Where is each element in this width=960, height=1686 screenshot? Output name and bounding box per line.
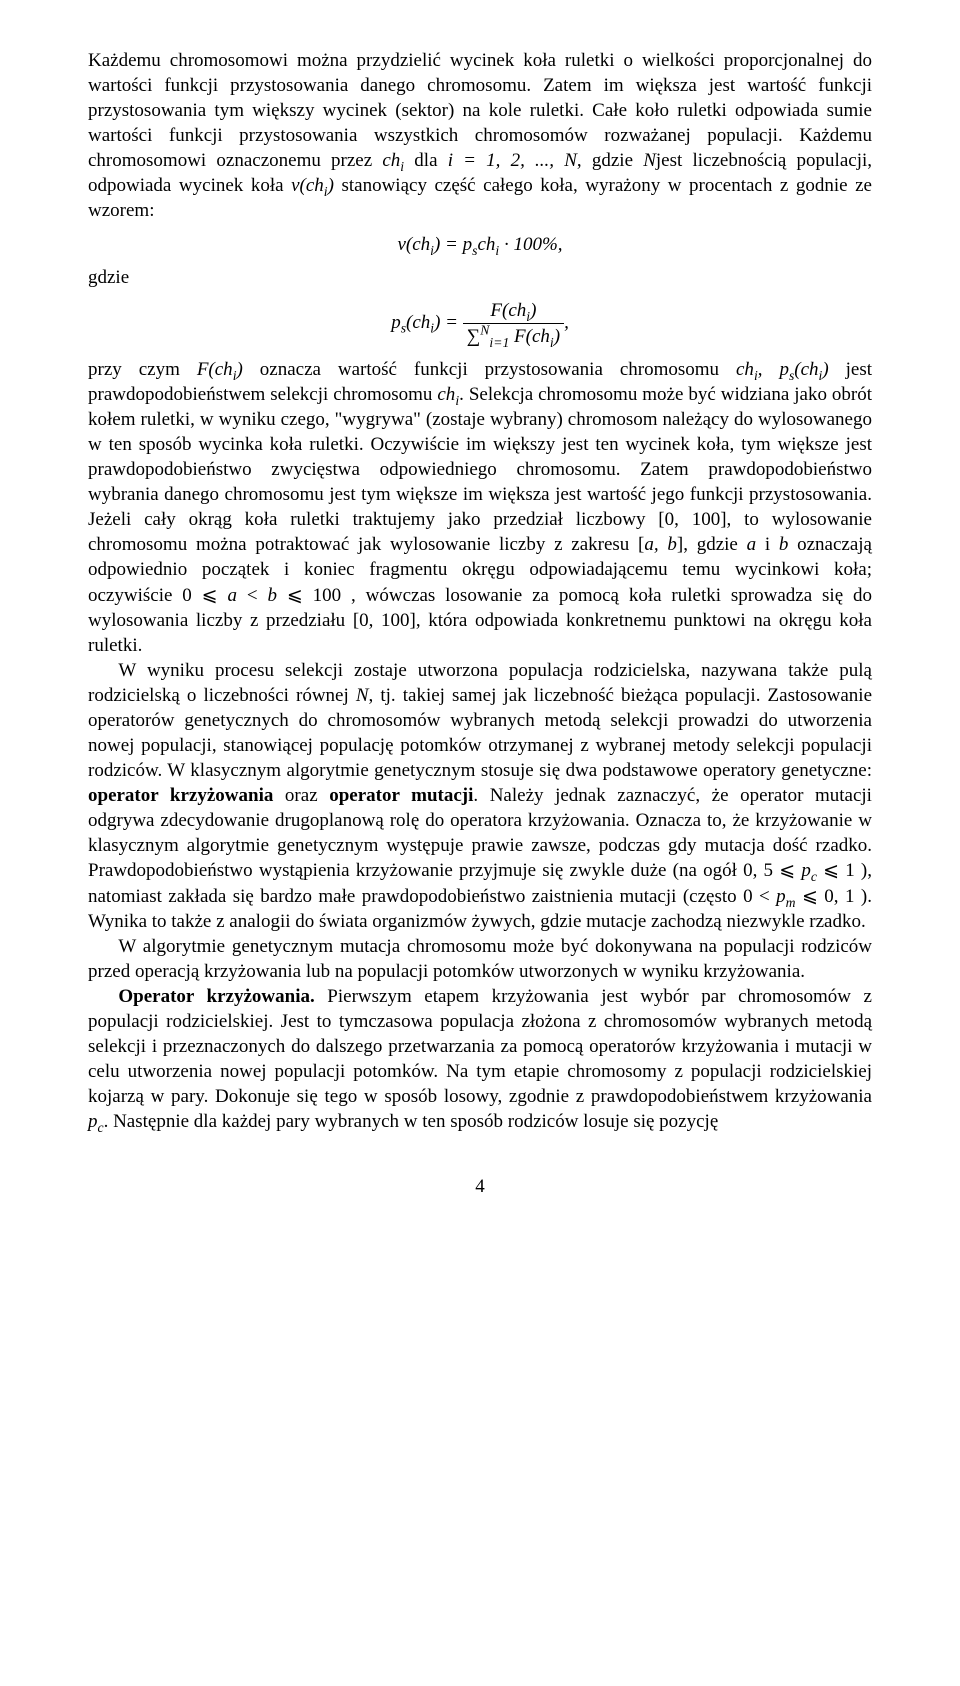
operator-krzyzowania-title: Operator krzyżowania. [118,986,314,1007]
math-a: a [747,534,757,555]
math-i-range: i = 1, 2, ..., N [448,150,577,171]
math-pm: pm [776,886,795,907]
math-b: b [267,585,277,606]
equation-2: ps(chi) = F(chi) ∑Ni=1 F(chi) , [88,298,872,349]
math-pc: pc [88,1111,104,1132]
page-number: 4 [88,1174,872,1199]
math-vchi: v(chi) [291,175,334,196]
text: , [758,359,780,380]
math-chi: chi [437,384,459,405]
page: Każdemu chromosomowi można przydzielić w… [0,0,960,1239]
text: przy czym [88,359,197,380]
gdzie-label: gdzie [88,265,872,290]
text: < [237,585,267,606]
operator-krzyzowania: operator krzyżowania [88,785,273,806]
math-chi: chi [382,150,404,171]
paragraph-5: Operator krzyżowania. Pierwszym etapem k… [88,984,872,1134]
text: oraz [273,785,329,806]
text: . Następnie dla każdej pary wybranych w … [104,1111,719,1132]
math-pc: pc [801,860,817,881]
math-a: a [227,585,237,606]
math-chi: chi [736,359,758,380]
text: oznacza wartość funkcji przystosowania c… [243,359,736,380]
math-b: b [779,534,789,555]
math-pschi: ps(chi) [779,359,828,380]
math-N: N [643,150,656,171]
text: ], gdzie [677,534,747,555]
math-N: N [356,685,369,706]
paragraph-4: W algorytmie genetycznym mutacja chromos… [88,934,872,984]
paragraph-2: przy czym F(chi) oznacza wartość funkcji… [88,357,872,658]
operator-mutacji: operator mutacji [329,785,473,806]
text: dla [404,150,448,171]
paragraph-1: Każdemu chromosomowi można przydzielić w… [88,48,872,224]
text: , gdzie [577,150,643,171]
text: i [756,534,779,555]
math-ab: a, b [644,534,677,555]
text: . Selekcja chromosomu może być widziana … [88,384,872,555]
fraction: F(chi) ∑Ni=1 F(chi) [463,298,564,349]
paragraph-3: W wyniku procesu selekcji zostaje utworz… [88,658,872,934]
equation-1: v(chi) = pschi · 100%, [88,232,872,257]
math-Fchi: F(chi) [197,359,243,380]
